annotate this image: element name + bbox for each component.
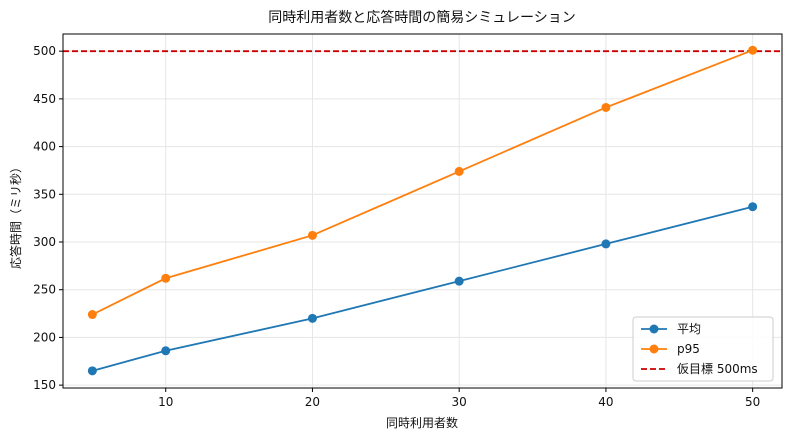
legend-label: 仮目標 500ms [677,362,758,376]
data-point [161,273,171,283]
legend: 平均 p95 仮目標 500ms [632,316,774,382]
x-tick-label: 10 [158,395,173,409]
y-tick-label: 250 [33,283,56,297]
legend-marker [649,344,659,354]
legend-box [632,316,774,382]
data-point [601,102,611,112]
chart-title: 同時利用者数と応答時間の簡易シミュレーション [268,9,575,26]
x-tick-label: 50 [745,395,760,409]
series-line-0 [92,205,753,372]
y-tick-label: 400 [33,140,56,154]
x-tick-label: 40 [598,395,613,409]
y-axis-label: 応答時間（ミリ秒） [8,161,23,269]
series-group [87,45,758,376]
y-tick-label: 200 [33,330,56,344]
data-point [454,166,464,176]
legend-marker [649,324,659,334]
data-point [87,366,97,376]
y-tick-label: 300 [33,235,56,249]
legend-label: 平均 [677,322,701,336]
data-point [454,276,464,286]
data-point [748,45,758,55]
y-tick-label: 150 [33,378,56,392]
plot-frame [62,33,783,389]
legend-label: p95 [677,342,700,356]
x-axis-label: 同時利用者数 [386,415,458,430]
y-tick-label: 500 [33,44,56,58]
data-point [748,202,758,212]
data-point [307,230,317,240]
data-point [161,346,171,356]
data-point [87,310,97,320]
x-tick-label: 20 [305,395,320,409]
y-ticks: 150 200 250 300 350 400 450 500 [33,44,63,392]
x-tick-label: 30 [452,395,467,409]
data-point [601,239,611,249]
y-tick-label: 450 [33,92,56,106]
x-ticks: 10 20 30 40 50 [158,388,760,409]
data-point [307,313,317,323]
series-line-1 [91,49,753,316]
y-tick-label: 350 [33,187,56,201]
